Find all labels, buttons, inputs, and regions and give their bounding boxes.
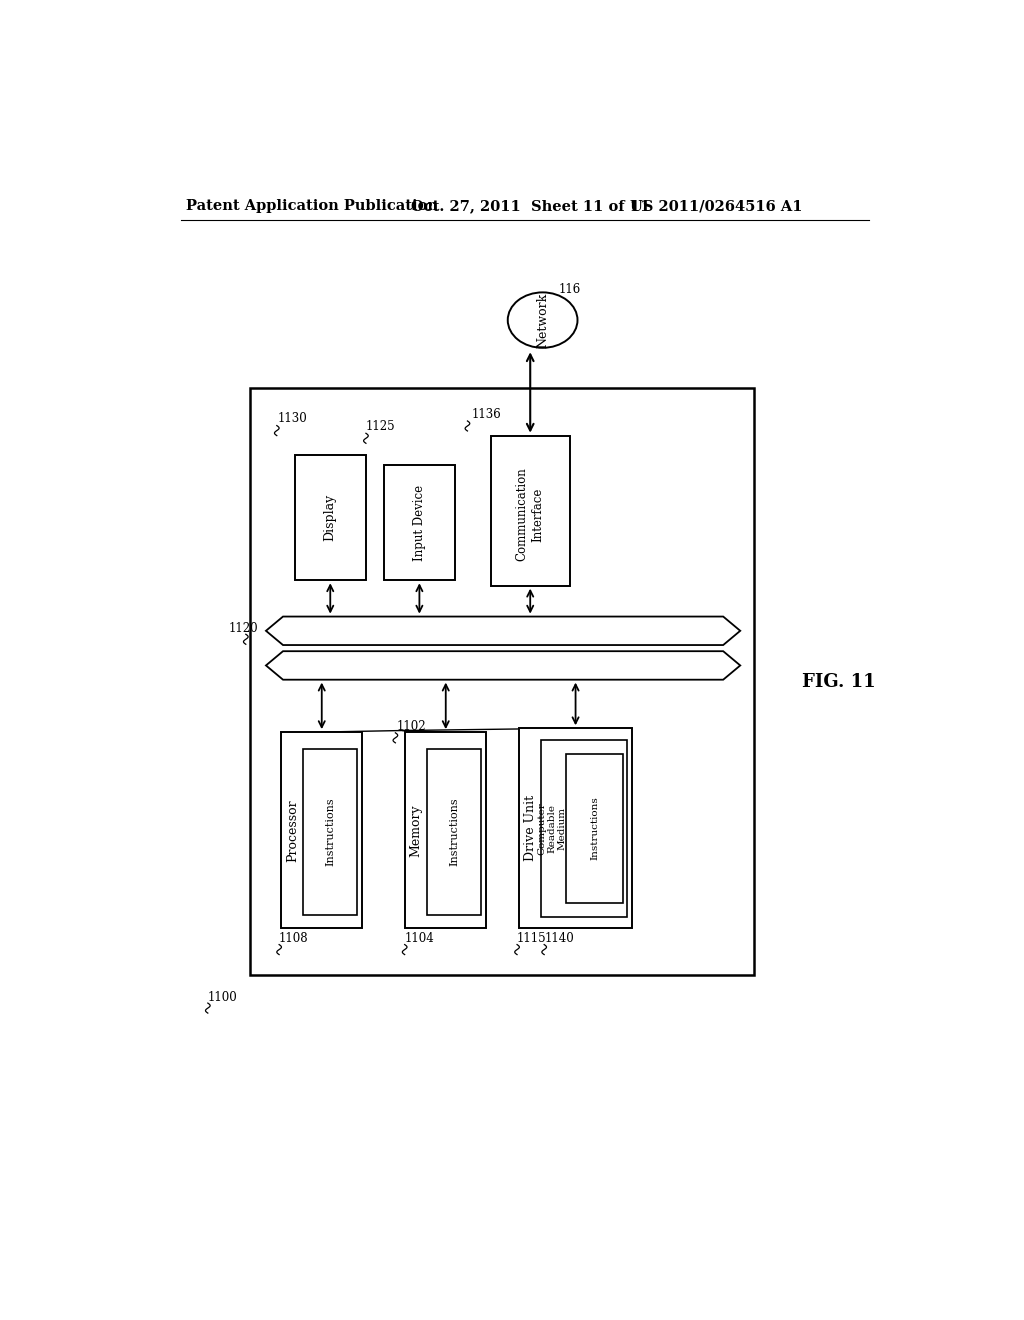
Text: Patent Application Publication: Patent Application Publication [186, 199, 438, 213]
Bar [251, 388, 755, 974]
Text: Instructions: Instructions [450, 797, 460, 866]
Text: Input Device: Input Device [413, 484, 426, 561]
Text: 1100: 1100 [208, 991, 238, 1005]
Bar [303, 748, 357, 915]
Text: Computer
Readable
Medium: Computer Readable Medium [537, 803, 567, 854]
Text: 1102: 1102 [397, 721, 427, 733]
Polygon shape [266, 651, 740, 680]
Text: US 2011/0264516 A1: US 2011/0264516 A1 [630, 199, 803, 213]
Ellipse shape [508, 293, 578, 348]
Bar [427, 748, 481, 915]
Text: Drive Unit: Drive Unit [523, 795, 537, 862]
Text: 1115: 1115 [517, 932, 547, 945]
Text: Instructions: Instructions [326, 797, 335, 866]
Text: Instructions: Instructions [590, 796, 599, 861]
Polygon shape [266, 616, 740, 645]
Text: 1120: 1120 [228, 622, 258, 635]
Bar [295, 455, 366, 581]
Bar [384, 465, 455, 581]
Bar [490, 436, 569, 586]
Text: Processor: Processor [286, 799, 299, 862]
Text: 1140: 1140 [544, 932, 573, 945]
Text: 116: 116 [559, 282, 582, 296]
Text: 1108: 1108 [280, 932, 309, 945]
Text: Memory: Memory [410, 804, 423, 857]
Text: 1104: 1104 [404, 932, 434, 945]
Bar [282, 733, 362, 928]
Text: Oct. 27, 2011  Sheet 11 of 11: Oct. 27, 2011 Sheet 11 of 11 [411, 199, 650, 213]
Text: FIG. 11: FIG. 11 [802, 673, 876, 690]
Bar [519, 729, 632, 928]
Text: 1136: 1136 [471, 408, 501, 421]
Text: 1125: 1125 [366, 420, 395, 433]
Text: Display: Display [324, 494, 337, 541]
Text: Network: Network [537, 293, 549, 347]
Text: 1130: 1130 [278, 412, 307, 425]
Bar [541, 739, 627, 917]
Bar [406, 733, 486, 928]
Text: Communication
Interface: Communication Interface [516, 467, 545, 561]
Bar [566, 754, 624, 903]
